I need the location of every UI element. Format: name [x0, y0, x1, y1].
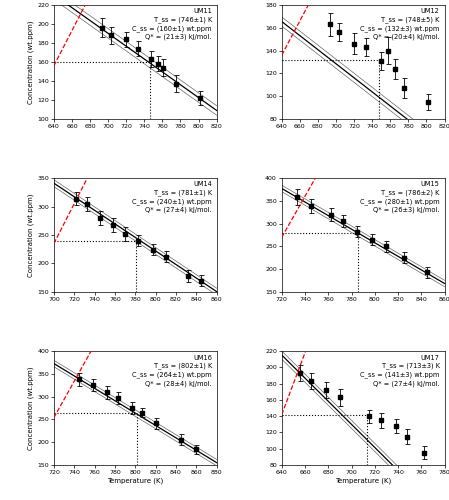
Text: UM15
T_ss = (786±2) K
C_ss = (280±1) wt.ppm
Q* = (26±3) kJ/mol.: UM15 T_ss = (786±2) K C_ss = (280±1) wt.…: [360, 182, 440, 214]
Text: UM17
T_ss = (713±3) K
C_ss = (141±3) wt.ppm
Q* = (27±4) kJ/mol.: UM17 T_ss = (713±3) K C_ss = (141±3) wt.…: [360, 354, 440, 386]
Y-axis label: Concentration (wt.ppm): Concentration (wt.ppm): [28, 366, 35, 450]
Y-axis label: Concentration (wt.ppm): Concentration (wt.ppm): [28, 20, 35, 103]
Y-axis label: Concentration (wt.ppm): Concentration (wt.ppm): [28, 193, 35, 277]
X-axis label: Temperature (K): Temperature (K): [107, 478, 163, 484]
Text: UM14
T_ss = (781±1) K
C_ss = (240±1) wt.ppm
Q* = (27±4) kJ/mol.: UM14 T_ss = (781±1) K C_ss = (240±1) wt.…: [132, 182, 212, 214]
X-axis label: Temperature (K): Temperature (K): [335, 478, 391, 484]
Text: UM11
T_ss = (746±1) K
C_ss = (160±1) wt.ppm
Q* = (21±3) kJ/mol.: UM11 T_ss = (746±1) K C_ss = (160±1) wt.…: [132, 8, 212, 40]
Text: UM16
T_ss = (802±1) K
C_ss = (264±1) wt.ppm
Q* = (28±4) kJ/mol.: UM16 T_ss = (802±1) K C_ss = (264±1) wt.…: [132, 354, 212, 386]
Text: UM12
T_ss = (748±5) K
C_ss = (132±3) wt.ppm
Q* = (20±4) kJ/mol.: UM12 T_ss = (748±5) K C_ss = (132±3) wt.…: [360, 8, 440, 40]
